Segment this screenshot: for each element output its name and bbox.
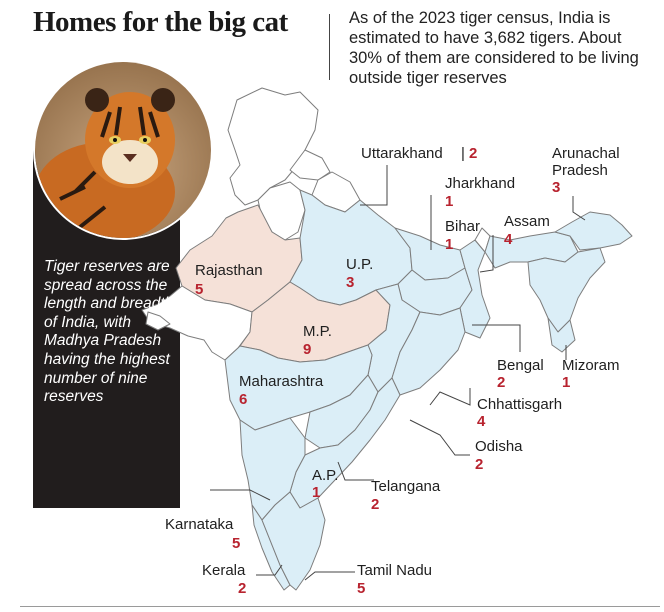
caption-text: Tiger reserves are spread across the len… <box>44 258 174 406</box>
count-kerala: 2 <box>238 580 247 597</box>
state-arunachal <box>554 211 633 251</box>
count-uttarakhand: 2 <box>469 145 478 162</box>
tiger-icon <box>35 62 211 238</box>
count-up: 3 <box>346 274 355 291</box>
label-chhattisgarh: Chhattisgarh <box>477 396 563 413</box>
count-mizoram: 1 <box>562 374 571 391</box>
label-telangana: Telangana <box>371 478 441 495</box>
count-bengal: 2 <box>497 374 506 391</box>
state-gujarat <box>141 285 253 361</box>
state-karnataka <box>239 417 306 521</box>
label-mp: M.P. <box>303 323 332 340</box>
label-ap: A.P. <box>312 467 339 484</box>
headline: Homes for the big cat <box>33 6 288 38</box>
count-chhattisgarh: 4 <box>477 413 486 430</box>
state-north <box>227 87 319 206</box>
state-mizoram <box>547 317 576 353</box>
intro-text: As of the 2023 tiger census, India is es… <box>349 9 639 87</box>
count-odisha: 2 <box>475 456 484 473</box>
count-bihar: 1 <box>445 236 454 253</box>
islands <box>145 311 171 331</box>
label-odisha: Odisha <box>475 438 523 455</box>
label-uttarakhand-divider: | <box>461 145 465 162</box>
label-rajasthan: Rajasthan <box>195 262 263 279</box>
count-rajasthan: 5 <box>195 281 204 298</box>
label-bengal: Bengal <box>497 357 544 374</box>
header-divider <box>329 14 330 80</box>
count-maharashtra: 6 <box>239 391 248 408</box>
state-odisha <box>391 307 466 396</box>
label-arunachal: Arunachal Pradesh <box>552 145 620 179</box>
label-assam: Assam <box>504 213 550 230</box>
count-arunachal: 3 <box>552 179 561 196</box>
label-mizoram: Mizoram <box>562 357 620 374</box>
label-bihar: Bihar <box>445 218 481 235</box>
count-mp: 9 <box>303 341 312 358</box>
count-tamilnadu: 5 <box>357 580 366 597</box>
label-tamilnadu: Tamil Nadu <box>357 562 433 579</box>
label-karnataka: Karnataka <box>165 516 234 533</box>
count-karnataka: 5 <box>232 535 241 552</box>
tiger-photo <box>33 60 213 240</box>
count-jharkhand: 1 <box>445 193 454 210</box>
label-uttarakhand: Uttarakhand <box>361 145 443 162</box>
label-up: U.P. <box>346 256 374 273</box>
label-maharashtra: Maharashtra <box>239 373 324 390</box>
label-kerala: Kerala <box>202 562 246 579</box>
state-tamilnadu <box>261 491 326 591</box>
count-ap: 1 <box>312 484 321 501</box>
count-assam: 4 <box>504 231 513 248</box>
label-jharkhand: Jharkhand <box>445 175 516 192</box>
bottom-divider <box>20 606 660 607</box>
count-telangana: 2 <box>371 496 380 513</box>
state-ne-south <box>527 247 606 333</box>
